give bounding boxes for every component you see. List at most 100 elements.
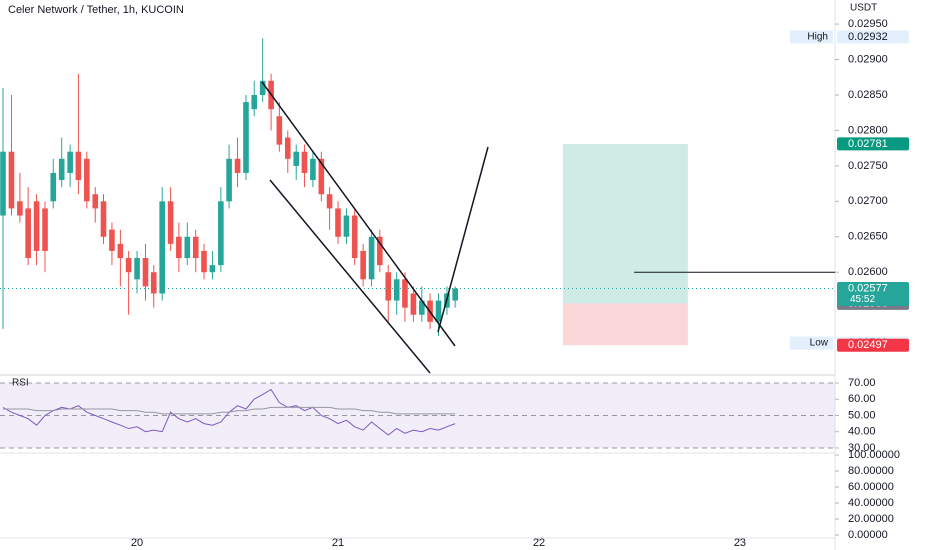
- stop-zone: [562, 303, 688, 346]
- candle-body: [109, 229, 115, 251]
- price-tag-label: 0.02497: [848, 339, 888, 351]
- candle-body: [310, 158, 316, 181]
- y-tick-label: 60.00: [848, 393, 876, 405]
- candle-body: [251, 94, 258, 110]
- candle-body: [435, 300, 442, 322]
- trend-line: [437, 146, 489, 333]
- candle-body: [343, 215, 350, 237]
- price-tag: [837, 338, 909, 352]
- y-tick-label: 60.00000: [848, 481, 894, 493]
- candle-body: [75, 151, 82, 181]
- candle-body: [243, 102, 249, 173]
- candle-body: [176, 236, 182, 259]
- candle-body: [393, 279, 400, 301]
- y-tick-label: 30.00: [848, 442, 876, 454]
- y-tick-label: 0.02600: [848, 266, 888, 278]
- price-tag: [837, 30, 909, 44]
- rsi-title: RSI: [12, 378, 29, 389]
- y-tick-label: 40.00: [848, 426, 876, 438]
- target-zone: [562, 143, 688, 304]
- y-tick-label: 100.00000: [848, 449, 900, 461]
- candle-body: [385, 272, 392, 301]
- price-tag: [837, 137, 909, 151]
- trend-line: [261, 81, 456, 347]
- candle-body: [368, 236, 375, 280]
- chart-title: Celer Network / Tether, 1h, KUCOIN: [8, 4, 184, 16]
- y-tick-label: 80.00000: [848, 465, 894, 477]
- candle-body: [452, 288, 458, 301]
- countdown: 45:52: [850, 294, 875, 305]
- candle-body: [259, 80, 266, 95]
- candle-body: [410, 293, 417, 315]
- candle-body: [142, 258, 149, 287]
- axis-unit: USDT: [850, 3, 877, 14]
- price-tag: [837, 282, 909, 307]
- candle-body: [17, 201, 23, 216]
- price-tag-label: 0.02932: [848, 31, 888, 43]
- candle-body: [100, 201, 107, 237]
- y-tick-label: 0.02800: [848, 124, 888, 136]
- candle-body: [360, 250, 366, 280]
- candle-body: [159, 201, 165, 294]
- y-tick-label: 0.02750: [848, 160, 888, 172]
- candle-body: [226, 158, 232, 202]
- x-tick-label: 23: [734, 537, 746, 549]
- y-tick-label: 20.00000: [848, 513, 894, 525]
- y-tick-label: 50.00: [848, 409, 876, 421]
- candle-body: [419, 300, 425, 315]
- candle-body: [167, 201, 174, 244]
- candle-body: [293, 151, 300, 166]
- price-tag-caption: Low: [810, 338, 829, 349]
- price-tag-label: 0.02577: [848, 282, 888, 294]
- candle-body: [134, 258, 140, 280]
- candle-body: [67, 151, 73, 173]
- y-tick-label: 0.00000: [848, 529, 888, 541]
- price-tag-label: 0.02781: [848, 138, 888, 150]
- candle-body: [184, 236, 191, 259]
- candle-body: [276, 116, 283, 145]
- candle-body: [84, 158, 90, 202]
- candle-body: [92, 194, 99, 209]
- y-tick-label: 70.00: [848, 377, 876, 389]
- candle-body: [301, 151, 308, 173]
- candle-body: [351, 215, 358, 259]
- candle-body: [218, 201, 224, 266]
- candle-body: [50, 172, 57, 202]
- price-tag-caption-bg: [790, 30, 833, 44]
- y-tick-label: 0.02950: [848, 18, 888, 30]
- y-tick-label: 0.02900: [848, 53, 888, 65]
- candle-body: [8, 151, 15, 209]
- candle-body: [377, 236, 383, 266]
- candle-body: [0, 151, 6, 216]
- candle-body: [234, 158, 241, 173]
- x-tick-label: 21: [332, 537, 344, 549]
- candle-body: [402, 279, 408, 308]
- candle-body: [192, 236, 199, 259]
- front-layer: 0.02932High0.027810.025560.0257745:520.0…: [790, 30, 909, 352]
- candle-body: [42, 208, 48, 251]
- candle-body: [33, 201, 40, 251]
- x-tick-label: 20: [131, 537, 143, 549]
- candle-body: [25, 208, 31, 259]
- candle-body: [209, 265, 216, 273]
- candle-body: [326, 194, 333, 209]
- back-layer: [0, 143, 835, 449]
- y-tick-label: 0.02700: [848, 195, 888, 207]
- price-tag-caption-bg: [790, 336, 833, 350]
- candle-body: [284, 137, 291, 159]
- candle-body: [335, 208, 341, 237]
- candle-body: [58, 158, 65, 181]
- y-tick-label: 0.02850: [848, 89, 888, 101]
- candle-body: [125, 258, 132, 273]
- trend-line: [269, 179, 431, 374]
- y-tick-label: 40.00000: [848, 497, 894, 509]
- price-tag-caption: High: [807, 32, 828, 43]
- candle-body: [201, 250, 207, 273]
- y-tick-label: 0.02650: [848, 231, 888, 243]
- candle-body: [117, 243, 124, 259]
- candle-body: [318, 158, 325, 195]
- candle-body: [150, 272, 157, 294]
- x-tick-label: 22: [533, 537, 545, 549]
- rsi-line: [3, 406, 456, 415]
